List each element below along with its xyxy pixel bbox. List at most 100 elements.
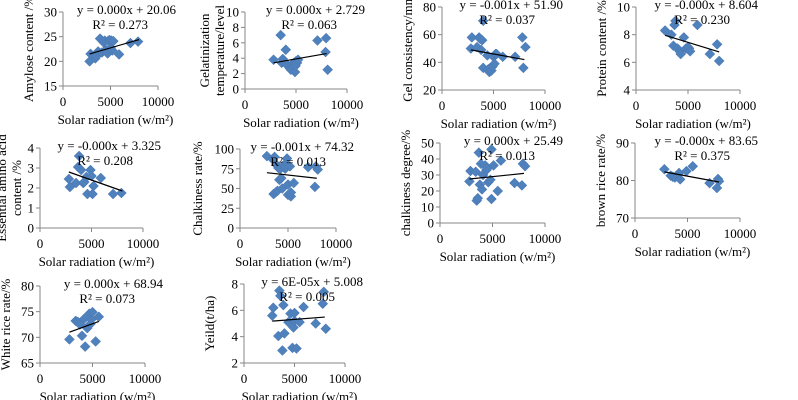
x-tick-label: 10000: [724, 226, 757, 241]
x-tick-label: 5000: [283, 97, 309, 112]
x-axis-label: Solar radiation (w/m²): [243, 115, 359, 130]
trendline-equation: y = 0.000x + 68.94: [64, 276, 164, 291]
subplot-5: 0 1 2 3 4 0 5000 10000 Solar radiation (w/m²) Ess…: [0, 134, 161, 269]
y-tick-label: 80: [423, 0, 436, 15]
y-tick-label: 4: [233, 51, 240, 66]
data-point: [476, 184, 488, 195]
x-tick-label: 0: [37, 371, 44, 386]
trendline: [664, 34, 720, 53]
data-point: [489, 58, 500, 70]
data-point: [495, 155, 507, 166]
x-tick-label: 10000: [142, 94, 175, 109]
y-tick-label: 6: [233, 35, 240, 50]
data-point: [116, 187, 127, 199]
data-point: [275, 290, 286, 302]
y-tick-label: 2: [233, 66, 240, 81]
data-point: [477, 15, 489, 27]
trendline-equation: y = 0.000x + 25.49: [464, 133, 563, 148]
y-tick-label: 3: [28, 161, 35, 176]
data-point: [692, 19, 703, 31]
x-tick-label: 10000: [724, 98, 757, 113]
r-squared-label: R² = 0.273: [92, 17, 148, 32]
data-point: [711, 38, 723, 50]
r-squared-label: R² = 0.005: [279, 289, 335, 304]
x-axis-label: Solar radiation (w/m²): [39, 254, 155, 269]
data-point: [519, 160, 531, 172]
data-point: [309, 181, 321, 193]
data-point: [312, 35, 323, 46]
subplot-8: 70 80 90 0 5000 10000 Solar radiation (w/m²) br…: [593, 133, 758, 259]
y-tick-label: 8: [232, 277, 239, 292]
y-tick-label: 6: [232, 303, 239, 318]
y-tick-label: 80: [616, 173, 629, 188]
r-squared-label: R² = 0.230: [674, 12, 730, 27]
data-point: [288, 177, 300, 189]
x-tick-label: 0: [237, 236, 244, 251]
data-point: [113, 49, 125, 60]
y-tick-label: 50: [421, 136, 434, 151]
data-point: [320, 46, 331, 58]
data-point: [320, 32, 332, 44]
y-axis-label: Essential amino acidcontent /%: [0, 134, 24, 242]
x-tick-label: 5000: [675, 226, 701, 241]
x-tick-label: 10000: [529, 98, 562, 113]
y-tick-label: 8: [233, 20, 240, 35]
data-point: [674, 174, 686, 185]
data-point: [87, 188, 98, 200]
y-tick-label: 4: [28, 141, 35, 156]
r-squared-label: R² = 0.063: [281, 17, 337, 32]
x-tick-label: 5000: [675, 98, 701, 113]
trendline-equation: y = -0.000x + 8.604: [655, 0, 759, 12]
data-point: [312, 164, 324, 175]
x-tick-label: 0: [241, 371, 248, 386]
y-tick-label: 0: [428, 216, 435, 231]
x-tick-label: 10000: [320, 236, 353, 251]
y-tick-label: 60: [423, 27, 436, 42]
r-squared-label: R² = 0.208: [77, 153, 133, 168]
y-tick-label: 0: [233, 82, 240, 97]
x-tick-label: 10000: [129, 371, 162, 386]
y-tick-label: 50: [221, 181, 234, 196]
trendline: [664, 171, 720, 183]
data-point: [75, 164, 87, 176]
y-axis-label-line: content /%: [9, 160, 24, 216]
x-tick-label: 0: [633, 98, 640, 113]
data-point: [687, 160, 699, 172]
data-point: [704, 48, 716, 60]
x-axis-label: Solar radiation (w/m²): [441, 116, 557, 131]
y-tick-label: 75: [21, 304, 34, 319]
y-axis-label: Yeild(t/ha): [202, 296, 217, 352]
y-tick-label: 4: [232, 329, 239, 344]
y-tick-label: 100: [215, 142, 235, 157]
data-point: [466, 32, 478, 43]
y-axis-label: brown rice rate/%: [593, 134, 608, 227]
trendline: [266, 172, 317, 179]
trendline: [68, 171, 123, 192]
data-point: [473, 147, 485, 158]
y-tick-label: 2: [232, 356, 239, 371]
data-point: [279, 328, 290, 339]
data-point: [268, 54, 279, 66]
data-point: [518, 62, 529, 74]
x-axis-label: Solar radiation (w/m²): [58, 112, 174, 127]
data-point: [486, 193, 497, 205]
x-axis-label: Solar radiation (w/m²): [242, 389, 358, 400]
data-point: [516, 32, 528, 43]
data-point: [322, 64, 333, 76]
x-axis-label: Solar radiation (w/m²): [40, 389, 156, 400]
x-axis-label: Solar radiation (w/m²): [635, 116, 751, 131]
y-tick-label: 90: [616, 136, 629, 151]
y-axis-label-line: Essential amino acid: [0, 134, 9, 242]
data-point: [666, 29, 677, 41]
trendline: [469, 172, 525, 180]
x-tick-label: 5000: [480, 231, 506, 246]
data-point: [713, 175, 725, 187]
data-point: [278, 299, 289, 311]
trendline: [89, 39, 140, 55]
x-tick-label: 5000: [275, 236, 301, 251]
subplot-10: 2 4 6 8 0 5000 10000 Solar radiation (w/m²) Yeil…: [202, 274, 363, 400]
x-axis-label: Solar radiation (w/m²): [440, 249, 556, 264]
data-point: [492, 185, 504, 197]
